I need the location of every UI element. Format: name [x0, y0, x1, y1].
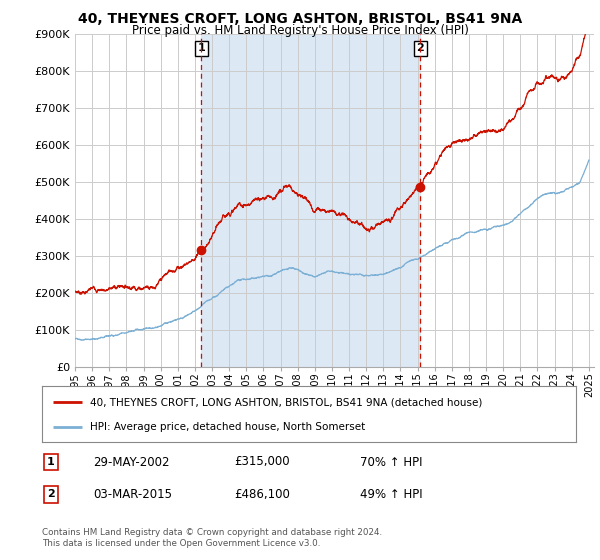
Text: 1: 1: [197, 44, 205, 53]
Text: £486,100: £486,100: [234, 488, 290, 501]
Bar: [202, 34, 421, 367]
Text: £315,000: £315,000: [234, 455, 290, 469]
Text: 40, THEYNES CROFT, LONG ASHTON, BRISTOL, BS41 9NA (detached house): 40, THEYNES CROFT, LONG ASHTON, BRISTOL,…: [90, 397, 482, 407]
Text: HPI: Average price, detached house, North Somerset: HPI: Average price, detached house, Nort…: [90, 422, 365, 432]
Text: 03-MAR-2015: 03-MAR-2015: [93, 488, 172, 501]
Text: Contains HM Land Registry data © Crown copyright and database right 2024.
This d: Contains HM Land Registry data © Crown c…: [42, 528, 382, 548]
Text: 70% ↑ HPI: 70% ↑ HPI: [360, 455, 422, 469]
Text: 49% ↑ HPI: 49% ↑ HPI: [360, 488, 422, 501]
Text: 29-MAY-2002: 29-MAY-2002: [93, 455, 170, 469]
Text: 1: 1: [47, 457, 55, 467]
Text: Price paid vs. HM Land Registry's House Price Index (HPI): Price paid vs. HM Land Registry's House …: [131, 24, 469, 37]
Text: 40, THEYNES CROFT, LONG ASHTON, BRISTOL, BS41 9NA: 40, THEYNES CROFT, LONG ASHTON, BRISTOL,…: [78, 12, 522, 26]
Text: 2: 2: [416, 44, 424, 53]
Text: 2: 2: [47, 489, 55, 500]
